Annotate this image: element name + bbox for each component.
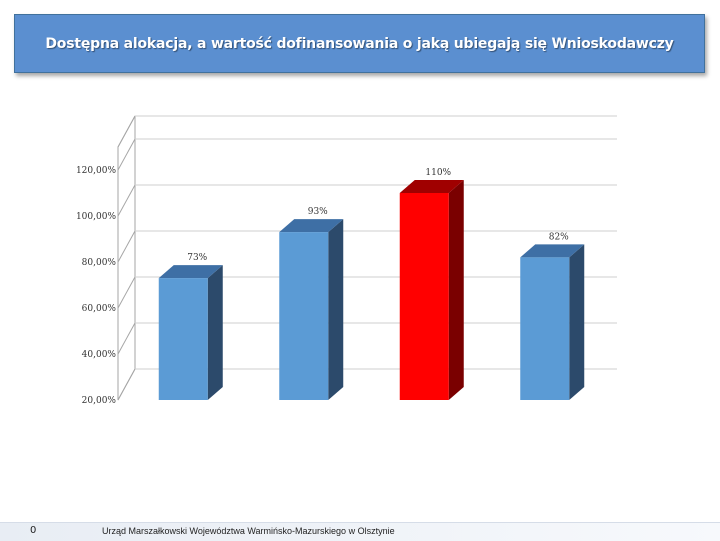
bar-side — [569, 244, 585, 400]
title-banner: Dostępna alokacja, a wartość dofinansowa… — [14, 14, 705, 73]
y-tick-label: 40,00% — [82, 350, 117, 360]
data-label: 110% — [425, 168, 451, 178]
y-tick-label: 60,00% — [82, 304, 117, 314]
bar-side — [328, 219, 344, 400]
gridline-wall — [117, 368, 136, 401]
bar-top — [399, 180, 464, 193]
bar — [520, 257, 570, 400]
gridline-wall — [117, 230, 136, 263]
bar-top — [520, 244, 585, 258]
data-label: 73% — [187, 253, 207, 263]
footer-text: Urząd Marszałkowski Województwa Warmińsk… — [102, 526, 395, 536]
bar-side — [207, 265, 223, 400]
y-tick-label: 100,00% — [76, 212, 116, 222]
y-tick-label: 120,00% — [76, 166, 116, 176]
gridline-wall — [117, 322, 136, 355]
bar-side — [448, 180, 464, 400]
footer-bar — [0, 522, 720, 541]
y-tick-label: 80,00% — [82, 258, 117, 268]
bar — [158, 278, 208, 400]
gridline-wall — [117, 184, 136, 217]
bar — [279, 232, 329, 400]
bar-top — [279, 219, 344, 233]
gridline-wall — [117, 115, 136, 148]
data-label: 82% — [549, 232, 569, 242]
gridline-wall — [117, 276, 136, 309]
page-number: 0 — [30, 525, 37, 536]
slide-title: Dostępna alokacja, a wartość dofinansowa… — [45, 35, 674, 52]
gridline-wall — [117, 138, 136, 171]
bar-top — [158, 265, 223, 279]
y-tick-label: 20,00% — [82, 396, 117, 406]
data-label: 93% — [308, 207, 328, 217]
bar — [399, 193, 449, 400]
